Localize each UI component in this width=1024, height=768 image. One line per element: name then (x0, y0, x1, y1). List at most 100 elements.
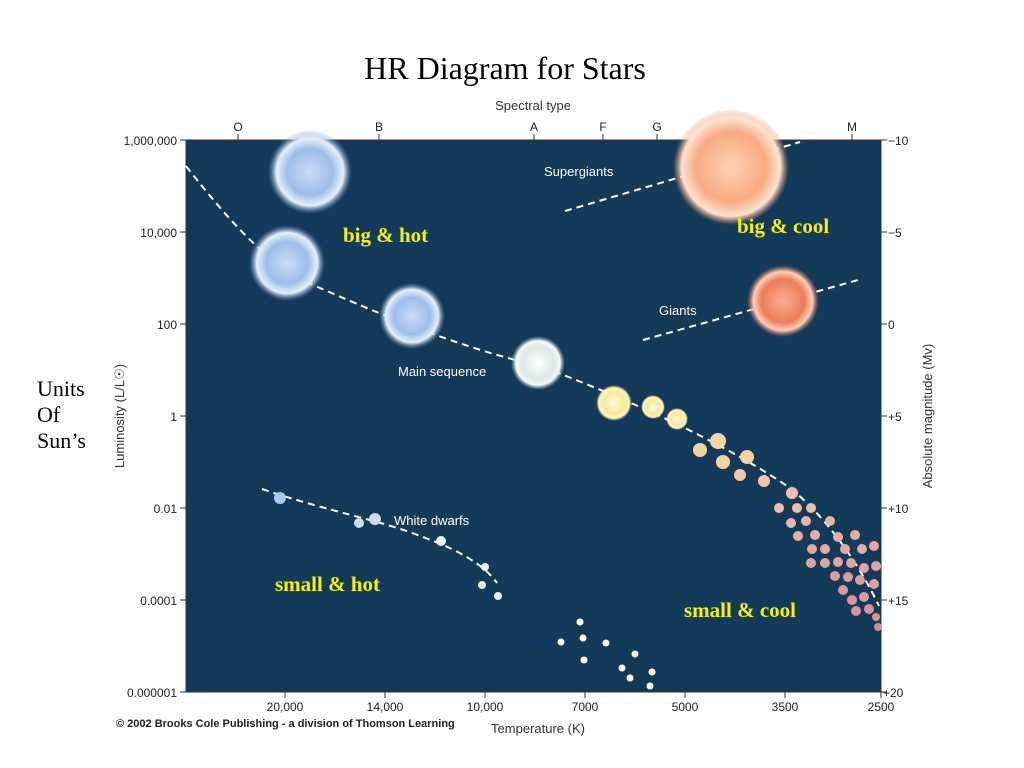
magnitude-label-plus-20: +20 (883, 686, 904, 700)
red-dwarf-star (833, 532, 843, 542)
red-dwarf-star (830, 571, 840, 581)
copyright-notice: © 2002 Brooks Cole Publishing - a divisi… (116, 718, 455, 730)
yellow-star (596, 385, 632, 421)
main-sequence-label: Main sequence (398, 364, 486, 379)
red-dwarf-star (786, 518, 796, 528)
red-dwarf-star (851, 606, 861, 616)
red-dwarf-star (840, 544, 850, 554)
white-dwarf-star (274, 492, 286, 504)
small-hot-callout: small & hot (275, 572, 380, 596)
red-dwarf-star (847, 595, 857, 605)
orange-dwarf-star (740, 450, 754, 464)
magnitude-axis: −10 −5 0 +5 +10 +15 +20 Absolute magnitu… (875, 134, 935, 700)
red-dwarf-star (859, 563, 869, 573)
supergiants-label: Supergiants (544, 164, 614, 179)
faint-dwarf-star (648, 668, 656, 676)
orange-dwarf-star (734, 469, 746, 481)
blue-supergiant-star (268, 130, 352, 214)
faint-dwarf-star (557, 638, 565, 646)
faint-dwarf-star (579, 634, 587, 642)
faint-dwarf-star (602, 639, 610, 647)
blue-main-sequence-star (379, 283, 445, 349)
yellow-star (641, 395, 665, 419)
red-dwarf-star (859, 592, 869, 602)
white-dwarf-star (481, 563, 489, 571)
red-dwarf-star (758, 475, 770, 487)
spectral-label-o: O (233, 120, 242, 134)
temperature-label-3500: 3500 (772, 700, 799, 714)
red-dwarf-star (869, 579, 879, 589)
red-dwarf-star (806, 503, 816, 513)
red-dwarf-star (850, 530, 860, 540)
red-dwarf-star (810, 530, 820, 540)
red-dwarf-star (807, 544, 817, 554)
big-cool-callout: big & cool (737, 214, 829, 238)
red-dwarf-star (792, 503, 802, 513)
faint-dwarf-star (631, 650, 639, 658)
white-dwarf-star (494, 592, 502, 600)
luminosity-label-0-000001: 0.000001 (127, 686, 177, 700)
red-dwarf-star (872, 613, 880, 621)
white-dwarfs-label: White dwarfs (394, 513, 470, 528)
red-dwarf-star (869, 541, 879, 551)
spectral-label-g: G (652, 120, 661, 134)
units-note: Units Of Sun’s (37, 376, 86, 454)
temperature-label-10000: 10,000 (467, 700, 504, 714)
temperature-label-2500: 2500 (868, 700, 895, 714)
small-cool-callout: small & cool (684, 598, 796, 622)
red-dwarf-star (871, 561, 881, 571)
spectral-label-f: F (599, 120, 606, 134)
red-dwarf-star (820, 558, 830, 568)
magnitude-label-plus-10: +10 (888, 502, 909, 516)
white-dwarf-star (354, 518, 364, 528)
luminosity-label-100: 100 (157, 318, 177, 332)
main-sequence-small-stars (596, 385, 882, 631)
orange-dwarf-star (693, 443, 707, 457)
luminosity-label-1: 1 (170, 410, 177, 424)
red-dwarf-star (838, 585, 848, 595)
faint-dwarf-star (626, 674, 634, 682)
red-dwarf-star (793, 531, 803, 541)
faint-dwarf-star (646, 682, 654, 690)
orange-dwarf-star (710, 433, 726, 449)
luminosity-axis: 1,000,000 10,000 100 1 0.01 0.0001 0.000… (112, 134, 192, 700)
faint-dwarf-star (576, 618, 584, 626)
orange-supergiant-star (673, 109, 789, 225)
temperature-label-20000: 20,000 (267, 700, 304, 714)
luminosity-label-0-0001: 0.0001 (140, 594, 177, 608)
units-note-line-2: Of (37, 402, 61, 427)
giants-label: Giants (659, 303, 697, 318)
red-dwarf-star (786, 487, 798, 499)
spectral-label-b: B (375, 120, 383, 134)
units-note-line-3: Sun’s (37, 428, 86, 453)
white-dwarfs-curve (261, 488, 498, 584)
white-dwarf-star (436, 536, 446, 546)
red-dwarf-star (874, 623, 882, 631)
white-dwarf-star (478, 581, 486, 589)
red-giant-star (747, 265, 819, 337)
red-dwarf-star (833, 557, 843, 567)
white-dwarf-stars (274, 492, 502, 600)
slide-title: HR Diagram for Stars (364, 50, 646, 86)
red-dwarf-star (864, 604, 874, 614)
spectral-label-a: A (530, 120, 538, 134)
red-dwarf-star (857, 544, 867, 554)
spectral-type-title: Spectral type (495, 98, 571, 113)
luminosity-label-0-01: 0.01 (154, 502, 178, 516)
magnitude-label-plus-5: +5 (888, 410, 902, 424)
red-dwarf-star (820, 544, 830, 554)
luminosity-title: Luminosity (L/L☉) (112, 364, 127, 468)
faint-dwarf-stars (557, 618, 656, 690)
red-dwarf-star (801, 516, 811, 526)
red-dwarf-star (846, 558, 856, 568)
red-dwarf-star (774, 503, 784, 513)
temperature-label-14000: 14,000 (367, 700, 404, 714)
temperature-axis: 20,000 14,000 10,000 7000 5000 3500 2500… (186, 686, 895, 736)
luminosity-label-1000000: 1,000,000 (124, 134, 178, 148)
magnitude-label-minus-5: −5 (888, 226, 902, 240)
yellow-star (666, 408, 688, 430)
white-dwarf-star (369, 513, 381, 525)
red-dwarf-star (825, 516, 835, 526)
red-dwarf-star (806, 558, 816, 568)
